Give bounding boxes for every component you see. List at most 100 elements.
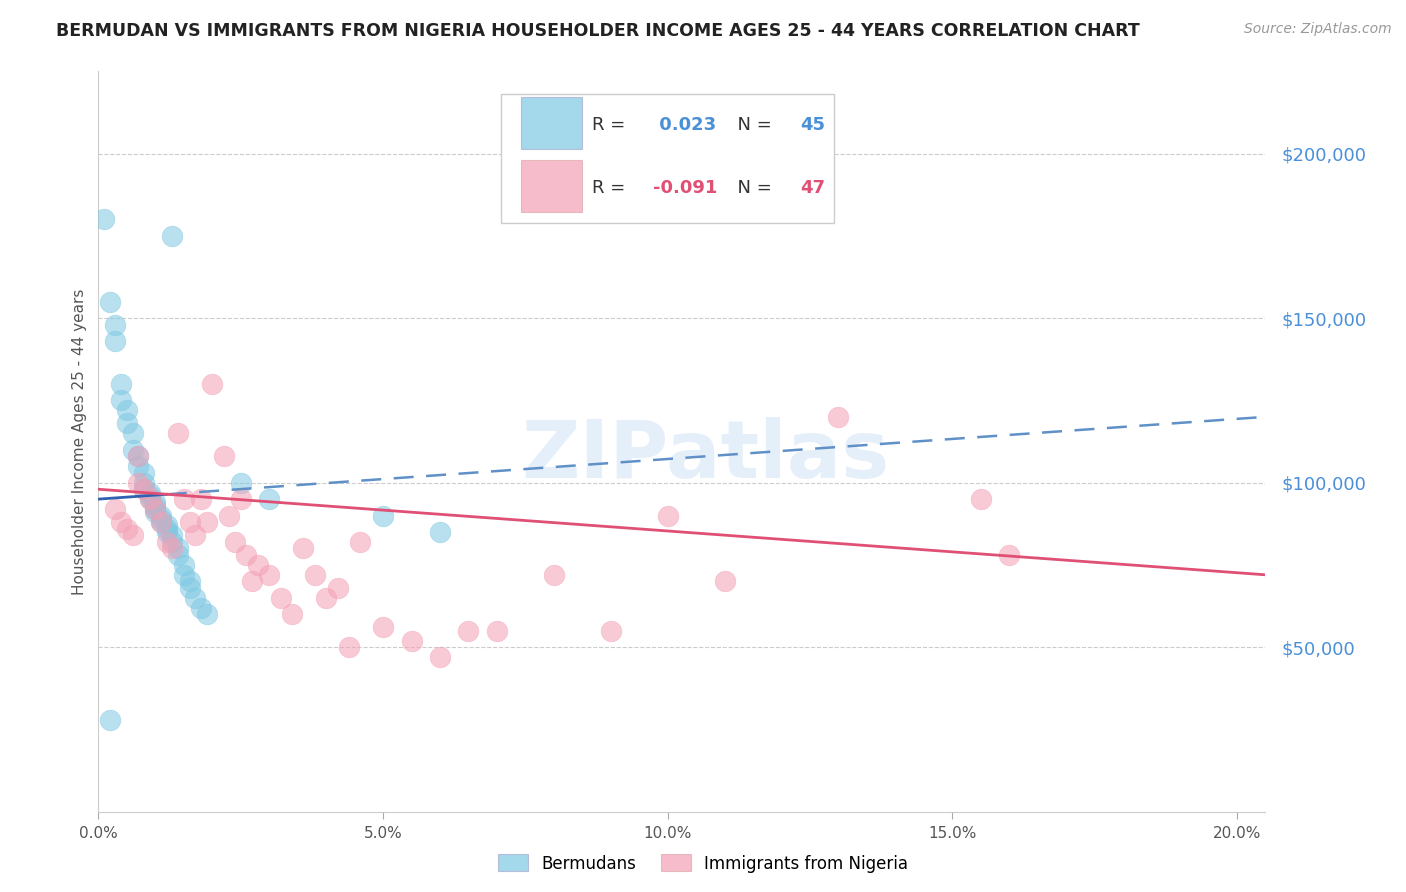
Point <box>143 499 166 513</box>
Text: R =: R = <box>592 178 631 197</box>
FancyBboxPatch shape <box>520 97 582 149</box>
Point <box>104 502 127 516</box>
Point <box>218 508 240 523</box>
Point <box>429 650 451 665</box>
Point <box>315 591 337 605</box>
Point <box>127 450 149 464</box>
Point <box>195 607 218 622</box>
Point <box>246 558 269 572</box>
Point <box>138 489 160 503</box>
Point <box>121 426 143 441</box>
Point <box>349 535 371 549</box>
Point <box>167 548 190 562</box>
Point <box>970 492 993 507</box>
Point <box>235 548 257 562</box>
Point <box>212 450 235 464</box>
Point <box>190 492 212 507</box>
Text: N =: N = <box>727 178 778 197</box>
Point <box>93 212 115 227</box>
Point <box>167 426 190 441</box>
Point <box>127 450 149 464</box>
Point <box>179 574 201 589</box>
Point <box>827 409 849 424</box>
Point <box>132 482 155 496</box>
Point <box>110 393 132 408</box>
Point <box>150 508 173 523</box>
Point <box>195 515 218 529</box>
Point <box>257 567 280 582</box>
Point <box>132 482 155 496</box>
Text: 0.023: 0.023 <box>652 116 716 134</box>
Text: BERMUDAN VS IMMIGRANTS FROM NIGERIA HOUSEHOLDER INCOME AGES 25 - 44 YEARS CORREL: BERMUDAN VS IMMIGRANTS FROM NIGERIA HOUS… <box>56 22 1140 40</box>
Point <box>150 515 173 529</box>
Point <box>371 508 394 523</box>
Point <box>304 567 326 582</box>
Point <box>229 475 252 490</box>
Point <box>657 508 679 523</box>
Point <box>104 318 127 332</box>
Point <box>138 485 160 500</box>
Point <box>292 541 315 556</box>
Point <box>143 505 166 519</box>
Point <box>429 524 451 539</box>
Point <box>457 624 479 638</box>
Point <box>281 607 304 622</box>
Point <box>240 574 263 589</box>
Point <box>173 567 195 582</box>
Point <box>156 524 179 539</box>
Point <box>401 633 423 648</box>
Point <box>224 535 246 549</box>
Point <box>543 567 565 582</box>
Point <box>184 591 207 605</box>
Point <box>127 475 149 490</box>
Point <box>713 574 735 589</box>
Point <box>138 492 160 507</box>
FancyBboxPatch shape <box>501 94 834 223</box>
Point <box>121 442 143 457</box>
Point <box>599 624 621 638</box>
Point <box>173 558 195 572</box>
Point <box>132 475 155 490</box>
Point <box>485 624 508 638</box>
Point <box>98 713 121 727</box>
Point <box>115 403 138 417</box>
Point <box>162 541 184 556</box>
Point <box>143 502 166 516</box>
Point <box>138 492 160 507</box>
Point <box>132 466 155 480</box>
Point <box>190 600 212 615</box>
Text: 45: 45 <box>800 116 825 134</box>
Point <box>143 495 166 509</box>
Point <box>201 376 224 391</box>
Text: -0.091: -0.091 <box>652 178 717 197</box>
Point <box>326 581 349 595</box>
Point <box>110 376 132 391</box>
Point <box>257 492 280 507</box>
Point <box>337 640 360 655</box>
Point <box>162 528 184 542</box>
Point <box>156 535 179 549</box>
Text: 47: 47 <box>800 178 825 197</box>
Y-axis label: Householder Income Ages 25 - 44 years: Householder Income Ages 25 - 44 years <box>72 288 87 595</box>
Point <box>229 492 252 507</box>
Point <box>127 459 149 474</box>
Point <box>150 515 173 529</box>
FancyBboxPatch shape <box>520 161 582 212</box>
Point <box>167 541 190 556</box>
Point <box>156 518 179 533</box>
Point <box>371 620 394 634</box>
Point <box>121 528 143 542</box>
Point <box>115 522 138 536</box>
Text: ZIPatlas: ZIPatlas <box>522 417 890 495</box>
Text: N =: N = <box>727 116 778 134</box>
Point <box>173 492 195 507</box>
Point <box>143 502 166 516</box>
Point <box>184 528 207 542</box>
Text: R =: R = <box>592 116 631 134</box>
Point <box>270 591 292 605</box>
Point <box>104 334 127 348</box>
Point <box>110 515 132 529</box>
Point <box>156 522 179 536</box>
Point <box>179 515 201 529</box>
Text: Source: ZipAtlas.com: Source: ZipAtlas.com <box>1244 22 1392 37</box>
